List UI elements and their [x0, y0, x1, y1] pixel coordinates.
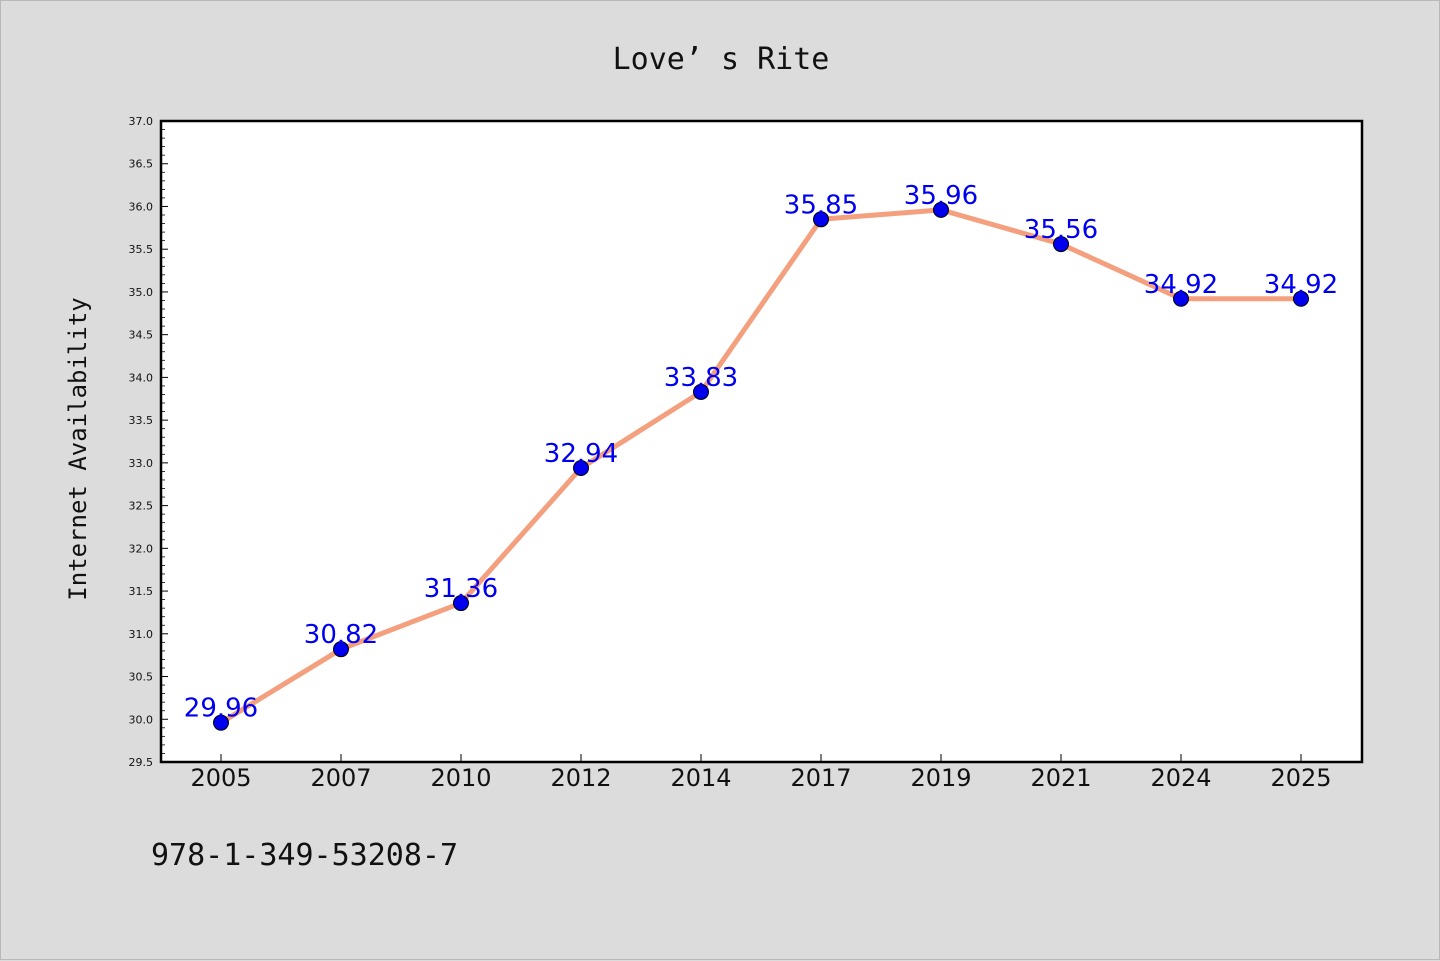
data-point: [1173, 290, 1189, 307]
y-tick-label: 36.0: [129, 200, 154, 213]
x-tick-label: 2019: [910, 764, 971, 792]
y-axis: 29.5 30.0 30.5 31.0 31.5 32.0 32.5 33.0 33.5 34.0…: [129, 115, 168, 769]
data-label: 31.36: [424, 574, 498, 604]
x-tick-label: 2012: [550, 764, 611, 792]
y-tick-label: 35.5: [129, 243, 154, 256]
footer-isbn: 978-1-349-53208-7: [151, 838, 458, 873]
data-label: 33.83: [664, 363, 738, 393]
series-layer: 29.96 30.82 31.36 32.94 33.83 35.85 35.96 35.56…: [184, 181, 1338, 731]
data-label: 32.94: [544, 439, 618, 469]
x-tick-label: 2024: [1150, 764, 1211, 792]
x-tick-label: 2017: [790, 764, 851, 792]
x-tick-label: 2010: [430, 764, 491, 792]
data-point: [1053, 236, 1069, 253]
data-point: [573, 459, 589, 476]
y-tick-label: 32.0: [129, 542, 154, 555]
y-tick-label: 31.5: [129, 585, 154, 598]
x-tick-label: 2025: [1270, 764, 1331, 792]
data-point: [453, 595, 469, 612]
x-tick-label: 2014: [670, 764, 731, 792]
x-tick-label: 2021: [1030, 764, 1091, 792]
y-tick-label: 35.0: [129, 286, 154, 299]
x-tick-label: 2007: [310, 764, 371, 792]
y-tick-label: 37.0: [129, 115, 154, 128]
series-line: [218, 207, 1304, 726]
data-point: [213, 714, 229, 731]
y-axis-label: Internet Availability: [64, 297, 92, 600]
x-tick-label: 2005: [190, 764, 251, 792]
data-point: [933, 201, 949, 218]
data-point: [693, 383, 709, 400]
data-label: 35.85: [784, 190, 858, 220]
data-label: 34.92: [1264, 270, 1338, 300]
data-point: [813, 211, 829, 228]
y-tick-label: 34.5: [129, 329, 154, 342]
y-tick-label: 36.5: [129, 158, 154, 171]
y-tick-label: 30.5: [129, 671, 154, 684]
data-point: [1293, 290, 1309, 307]
chart-title: Love’ s Rite: [613, 42, 830, 77]
data-point: [333, 641, 349, 658]
plot-area: [159, 119, 1364, 764]
data-label: 34.92: [1144, 270, 1218, 300]
y-tick-label: 29.5: [129, 756, 154, 769]
data-label: 30.82: [304, 620, 378, 650]
y-tick-label: 34.0: [129, 371, 154, 384]
y-tick-label: 33.0: [129, 457, 154, 470]
data-label: 29.96: [184, 694, 258, 724]
y-tick-label: 31.0: [129, 628, 154, 641]
data-label: 35.96: [904, 181, 978, 211]
x-axis: 2005 2007 2010 2012 2014 2017 2019 2021 2024 2025: [190, 754, 1332, 792]
data-label: 35.56: [1024, 215, 1098, 245]
y-tick-label: 30.0: [129, 713, 154, 726]
y-tick-label: 32.5: [129, 500, 154, 513]
y-tick-label: 33.5: [129, 414, 154, 427]
